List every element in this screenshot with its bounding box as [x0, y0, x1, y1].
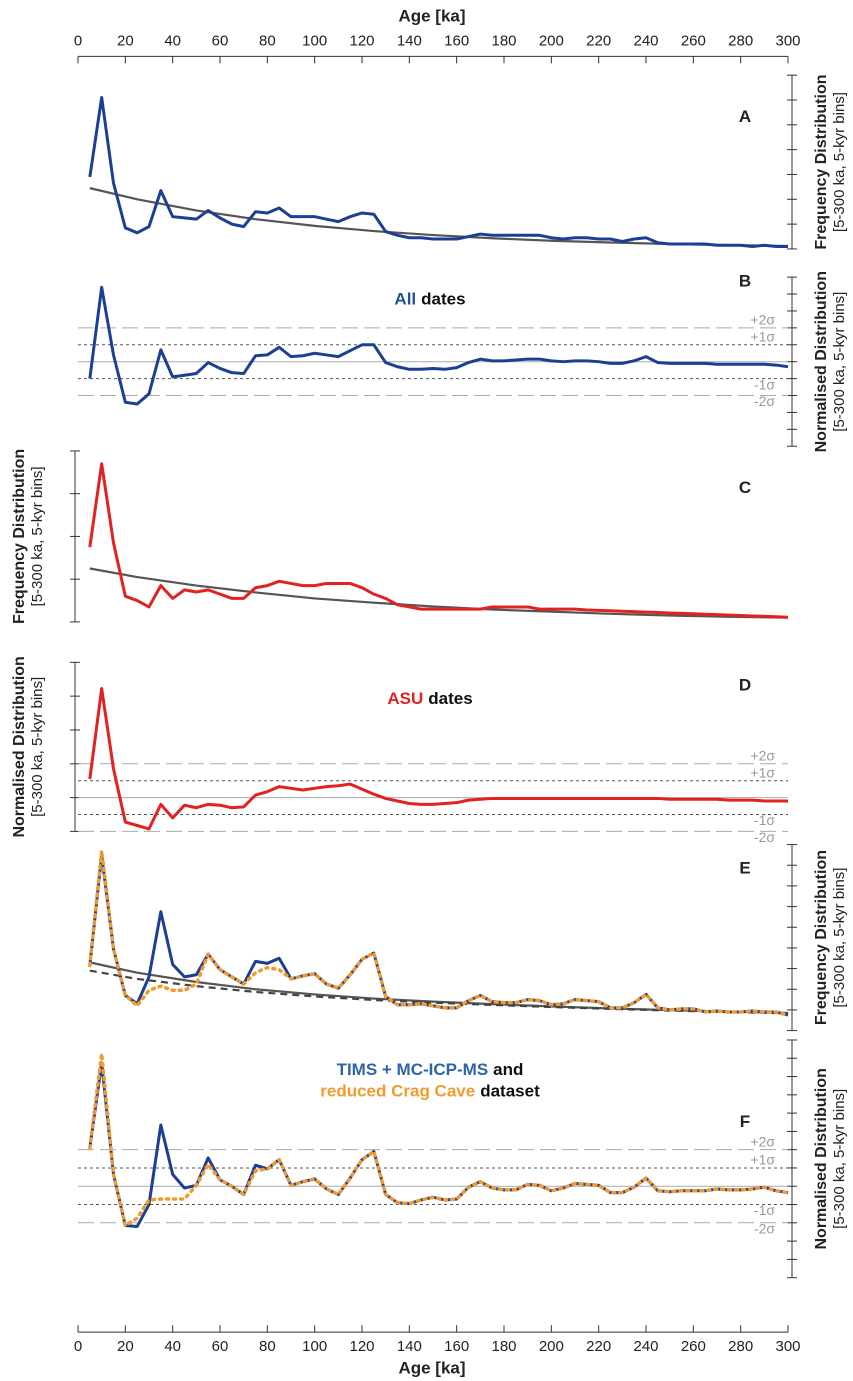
x-tick-label: 60: [212, 1338, 229, 1355]
x-tick-label: 280: [728, 1338, 753, 1355]
sigma-label: +1σ: [750, 1152, 775, 1168]
x-tick-label: 100: [302, 1338, 327, 1355]
x-tick-label: 40: [164, 32, 181, 49]
y-axis-title: [5-300 ka, 5-kyr bins]: [831, 1089, 848, 1229]
x-tick-label: 180: [491, 32, 516, 49]
x-tick-label: 0: [74, 1338, 82, 1355]
sigma-label: +1σ: [750, 764, 775, 780]
sigma-label: +2σ: [750, 747, 775, 763]
x-tick-label: 160: [444, 32, 469, 49]
x-tick-label: 240: [633, 32, 658, 49]
x-tick-label: 240: [633, 1338, 658, 1355]
data-line: [89, 567, 789, 619]
panel-label: A: [739, 107, 751, 126]
x-tick-label: 280: [728, 32, 753, 49]
y-axis-title: [5-300 ka, 5-kyr bins]: [29, 466, 46, 606]
x-tick-label: 220: [586, 1338, 611, 1355]
y-axis-title: Normalised Distribution: [813, 1068, 830, 1249]
sigma-label: -1σ: [754, 812, 775, 828]
sigma-label: +2σ: [750, 1133, 775, 1149]
x-tick-label: 80: [259, 1338, 276, 1355]
x-tick-label: 40: [164, 1338, 181, 1355]
title-segment: reduced Crag Cave: [320, 1082, 475, 1101]
y-axis-title: [5-300 ka, 5-kyr bins]: [831, 92, 848, 232]
x-tick-label: 180: [491, 1338, 516, 1355]
x-tick-label: 200: [539, 32, 564, 49]
title-segment: All: [394, 290, 416, 309]
sigma-label: -2σ: [754, 393, 775, 409]
sigma-label: +2σ: [750, 312, 775, 328]
x-tick-label: 140: [397, 1338, 422, 1355]
x-tick-label: 260: [681, 32, 706, 49]
panel-label: F: [740, 1112, 750, 1131]
y-axis-title: Frequency Distribution: [813, 850, 830, 1025]
top-x-axis-title: Age [ka]: [398, 6, 465, 25]
title-segment: and: [493, 1060, 523, 1079]
x-tick-label: 260: [681, 1338, 706, 1355]
data-line: [88, 462, 789, 619]
title-segment: ASU: [387, 689, 423, 708]
panel-title: reduced Crag Cave dataset: [320, 1082, 540, 1101]
data-line: [88, 849, 790, 1017]
y-axis-title: Frequency Distribution: [813, 74, 830, 249]
data-line: [88, 853, 789, 1017]
panel-title: All dates: [394, 290, 465, 309]
x-tick-label: 220: [586, 32, 611, 49]
y-axis-title: [5-300 ka, 5-kyr bins]: [831, 868, 848, 1008]
x-tick-label: 20: [117, 1338, 134, 1355]
sigma-label: -1σ: [754, 376, 775, 392]
panel-label: C: [739, 478, 751, 497]
title-segment: dataset: [480, 1082, 540, 1101]
x-tick-label: 80: [259, 32, 276, 49]
panel-title: ASU dates: [387, 689, 472, 708]
y-axis-title: [5-300 ka, 5-kyr bins]: [831, 292, 848, 432]
y-axis-title: [5-300 ka, 5-kyr bins]: [29, 677, 46, 817]
x-tick-label: 140: [397, 32, 422, 49]
sigma-label: -1σ: [754, 1202, 775, 1218]
data-line: [88, 96, 788, 248]
title-segment: dates: [421, 290, 465, 309]
panel-label: B: [739, 271, 751, 290]
x-tick-label: 300: [775, 32, 800, 49]
sigma-label: -2σ: [754, 829, 775, 845]
x-axis-title: Age [ka]: [398, 1358, 465, 1377]
x-tick-label: 60: [212, 32, 229, 49]
x-tick-label: 300: [775, 1338, 800, 1355]
data-line: [88, 1051, 790, 1228]
sigma-label: -2σ: [754, 1221, 775, 1237]
x-tick-label: 100: [302, 32, 327, 49]
data-line: [88, 687, 788, 831]
x-tick-label: 0: [74, 32, 82, 49]
panel-title: TIMS + MC-ICP-MS and: [337, 1060, 524, 1079]
y-axis-title: Frequency Distribution: [11, 449, 28, 624]
data-line: [88, 285, 789, 406]
y-axis-title: Normalised Distribution: [813, 271, 830, 452]
sigma-label: +1σ: [750, 328, 775, 344]
panel-label: D: [739, 675, 751, 694]
y-axis-title: Normalised Distribution: [11, 656, 28, 837]
title-segment: dates: [428, 689, 472, 708]
x-tick-label: 20: [117, 32, 134, 49]
panel-label: E: [739, 858, 750, 877]
x-tick-label: 160: [444, 1338, 469, 1355]
x-tick-label: 200: [539, 1338, 564, 1355]
x-tick-label: 120: [349, 32, 374, 49]
x-tick-label: 120: [349, 1338, 374, 1355]
data-line: [89, 187, 789, 248]
title-segment: TIMS + MC-ICP-MS: [337, 1060, 489, 1079]
